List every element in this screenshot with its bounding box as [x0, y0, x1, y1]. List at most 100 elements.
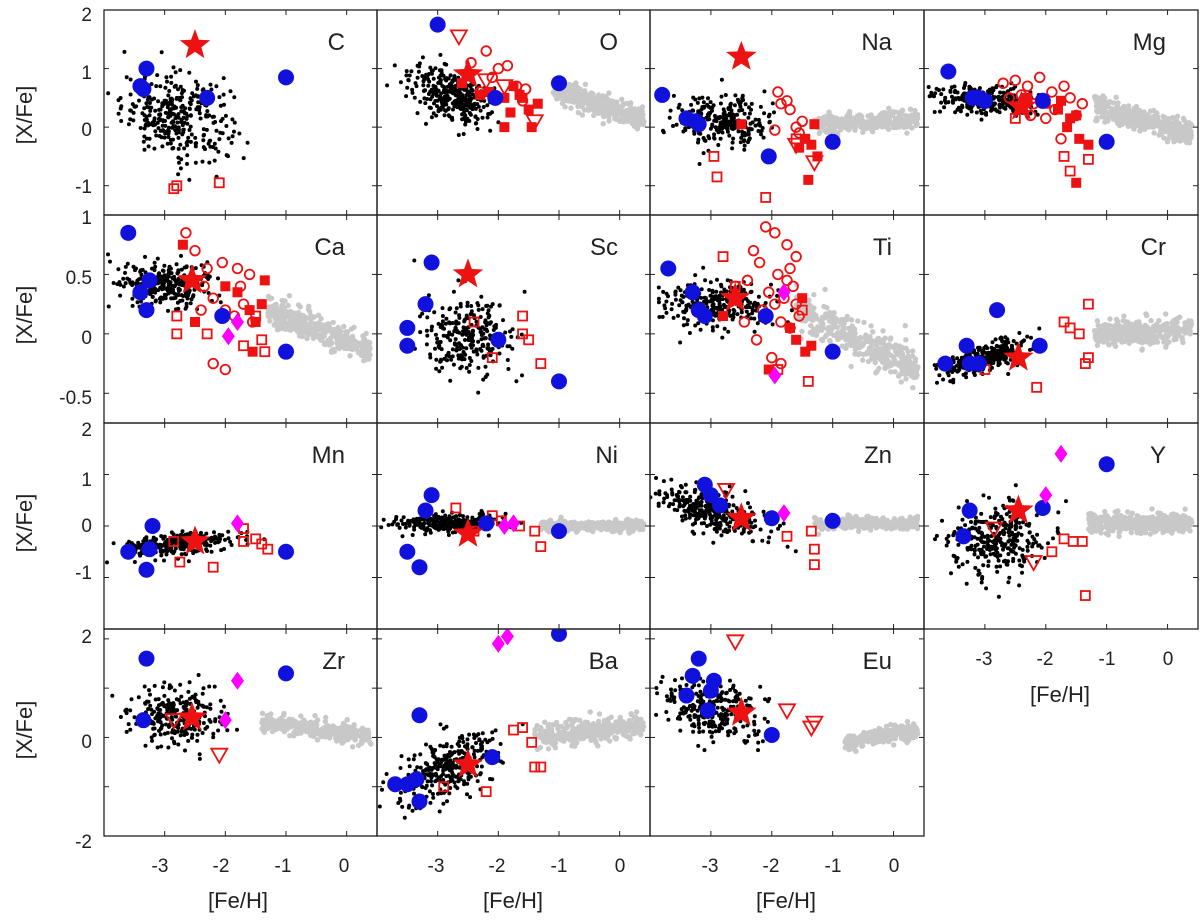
halo-star-point [166, 308, 170, 313]
disk-star-point [1188, 318, 1194, 324]
disk-star-point [1186, 140, 1193, 146]
halo-star-point [726, 113, 731, 118]
halo-star-point [770, 101, 775, 106]
disk-star-point [841, 330, 847, 337]
halo-star-point [482, 336, 487, 341]
open-circle-point [766, 351, 778, 364]
halo-star-point [163, 110, 168, 115]
halo-star-point [187, 128, 192, 132]
halo-star-point [123, 281, 128, 286]
halo-star-point [670, 301, 675, 306]
filled-square-point [532, 98, 543, 109]
halo-star-point [712, 118, 717, 123]
halo-star-point [704, 298, 709, 303]
halo-star-point [128, 92, 133, 97]
disk-star-point [826, 309, 833, 316]
halo-star-point [191, 293, 196, 298]
halo-star-point [171, 296, 176, 301]
disk-star-point [835, 336, 841, 342]
open-circle-point [775, 98, 787, 110]
halo-star-point [506, 367, 511, 371]
disk-star-point [903, 337, 909, 343]
halo-star-point [440, 314, 445, 318]
disk-star-point [1093, 118, 1099, 124]
disk-star-point [897, 109, 903, 116]
disk-star-point [1094, 109, 1101, 115]
open-circle-point [790, 298, 802, 310]
halo-star-point [742, 147, 747, 152]
disk-star-point [1167, 129, 1174, 135]
disk-star-point [314, 327, 321, 333]
disk-star-point [584, 94, 590, 100]
halo-star-point [153, 298, 158, 303]
halo-star-point [197, 108, 202, 112]
halo-star-point [176, 115, 181, 120]
halo-star-point [1028, 111, 1033, 116]
halo-star-point [451, 107, 455, 112]
halo-star-point [775, 293, 780, 298]
disk-star-point [851, 332, 857, 339]
halo-star-point [732, 309, 737, 313]
disk-star-point [1148, 317, 1154, 324]
halo-star-point [245, 140, 250, 145]
halo-star-point [456, 96, 461, 101]
halo-star-point [447, 354, 452, 359]
open-square-point [1058, 316, 1070, 328]
halo-star-point [684, 308, 689, 313]
filled-square-point [763, 364, 774, 375]
disk-star-point [806, 297, 812, 303]
halo-star-point [164, 292, 169, 297]
halo-star-point [969, 109, 974, 114]
halo-star-point [172, 112, 176, 117]
disk-star-point [1135, 338, 1142, 344]
halo-star-point [704, 301, 709, 306]
halo-star-point [995, 344, 1000, 349]
halo-star-point [176, 87, 180, 92]
halo-star-point [698, 327, 703, 332]
halo-star-point [758, 123, 763, 128]
open-square-point [201, 328, 213, 340]
disk-star-point [817, 129, 823, 136]
halo-star-point [204, 127, 209, 132]
halo-star-point [177, 160, 181, 165]
disk-star-point [1147, 116, 1153, 122]
halo-star-point [748, 290, 753, 295]
halo-star-point [456, 278, 461, 283]
halo-star-point [176, 279, 181, 284]
halo-star-point [447, 96, 452, 101]
open-circle-point [781, 274, 793, 287]
filled-square-point [1052, 104, 1063, 115]
disk-star-point [844, 342, 850, 349]
halo-star-point [667, 115, 672, 120]
filled-square-point [508, 81, 519, 92]
halo-star-point [470, 92, 475, 97]
disk-star-point [1155, 329, 1162, 335]
halo-star-point [707, 288, 712, 292]
halo-star-point [721, 111, 726, 116]
disk-star-point [622, 115, 629, 121]
halo-star-point [934, 366, 939, 371]
disk-star-point [863, 332, 869, 338]
disk-star-point [1139, 346, 1146, 352]
disk-star-point [1103, 327, 1110, 333]
open-circle-point [501, 59, 514, 72]
halo-star-point [177, 95, 182, 100]
halo-star-point [189, 297, 194, 302]
halo-star-point [713, 295, 718, 300]
element-label: O [599, 29, 618, 56]
disk-star-point [876, 355, 883, 361]
filled-square-point [244, 305, 255, 316]
disk-star-point [284, 309, 290, 315]
halo-star-point [431, 83, 436, 88]
open-circle-point [793, 310, 805, 322]
disk-star-point [351, 324, 357, 330]
halo-star-point [955, 107, 960, 112]
halo-star-point [143, 254, 147, 259]
disk-star-point [909, 365, 916, 372]
halo-star-point [444, 99, 448, 104]
disk-star-point [1116, 122, 1123, 129]
halo-star-point [467, 369, 472, 374]
halo-star-point [427, 79, 432, 84]
open-square-point [802, 375, 814, 387]
halo-star-point [167, 100, 172, 105]
